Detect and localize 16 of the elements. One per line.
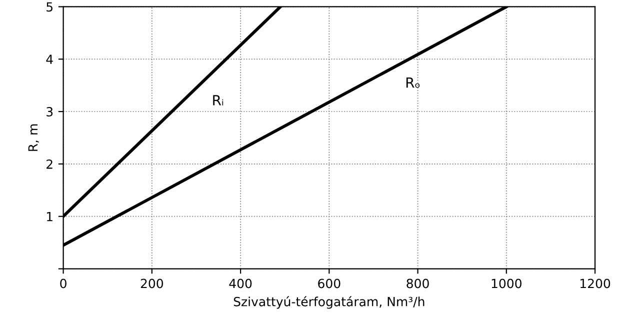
y-tick-label: 4 xyxy=(46,54,53,64)
x-tick-label: 1200 xyxy=(580,278,610,288)
x-tick-label: 400 xyxy=(229,278,252,288)
x-tick-label: 0 xyxy=(60,278,66,288)
y-tick-label: 1 xyxy=(47,212,52,222)
y-axis-title: R, m xyxy=(28,124,39,151)
x-axis-title: Szivattyú-térfogatáram, Nm³/h xyxy=(234,296,424,309)
x-tick-label: 600 xyxy=(318,278,340,288)
y-tick-label: 3 xyxy=(46,107,53,116)
series-label: Rᵢ xyxy=(213,95,224,106)
y-tick-label: 5 xyxy=(46,2,52,12)
x-tick-label: 200 xyxy=(140,278,164,288)
y-tick-label: 2 xyxy=(46,159,52,169)
x-tick-label: 1000 xyxy=(492,278,522,288)
x-tick-label: 800 xyxy=(406,278,429,288)
series-label: Rₒ xyxy=(406,77,420,88)
